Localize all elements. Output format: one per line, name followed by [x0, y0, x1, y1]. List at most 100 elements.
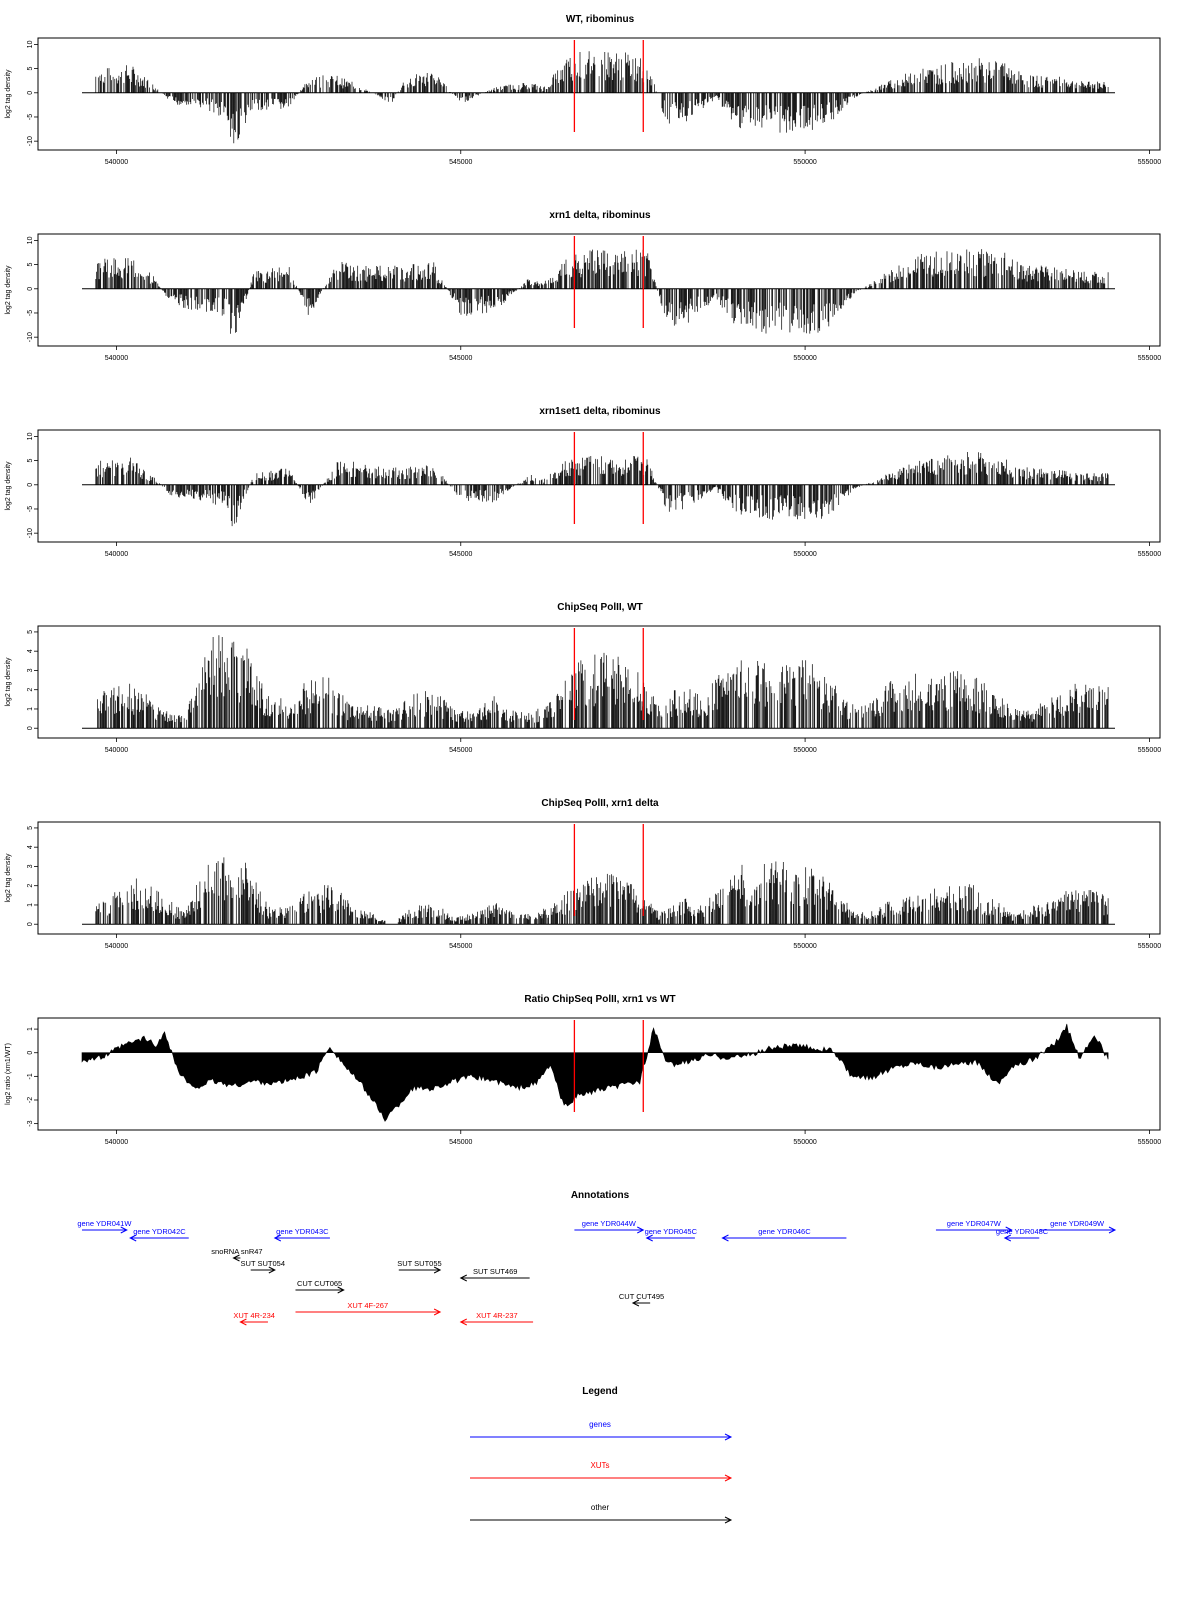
- arrowhead-icon: [724, 1474, 733, 1482]
- y-tick-label: 2: [27, 688, 34, 692]
- panel-chipseq_wt: ChipSeq PolII, WT 0 1 2 3 4 5 log2 tag density 5…: [5, 602, 1161, 754]
- x-tick-label: 545000: [449, 551, 472, 558]
- feature-label: CUT CUT065: [297, 1279, 342, 1288]
- feature-label: gene YDR049W: [1050, 1219, 1105, 1228]
- legend-item-genes: genes: [470, 1420, 733, 1441]
- plot-frame: [37, 233, 1161, 347]
- arrowhead-icon: [459, 1274, 467, 1282]
- panel-title: xrn1 delta, ribominus: [549, 210, 651, 221]
- feature-sut-sut054: SUT SUT054: [241, 1259, 285, 1274]
- y-tick-label: 2: [27, 884, 34, 888]
- feature-cut-cut065: CUT CUT065: [295, 1279, 345, 1294]
- feature-label: gene YDR042C: [133, 1227, 186, 1236]
- ratio-area: [81, 1023, 1109, 1122]
- feature-sut-sut469: SUT SUT469: [459, 1267, 530, 1282]
- y-tick-label: 10: [27, 40, 34, 48]
- y-tick-label: 5: [27, 826, 34, 830]
- y-tick-label: 0: [27, 922, 34, 926]
- y-tick-label: -2: [27, 1097, 34, 1103]
- x-tick-label: 550000: [793, 943, 816, 950]
- y-tick-label: -5: [27, 310, 34, 316]
- y-tick-label: 0: [27, 287, 34, 291]
- y-tick-label: 4: [27, 845, 34, 849]
- x-tick-label: 545000: [449, 159, 472, 166]
- feature-label: gene YDR043C: [276, 1227, 329, 1236]
- panel-title: WT, ribominus: [566, 14, 635, 25]
- arrowhead-icon: [120, 1226, 128, 1234]
- y-tick-label: -5: [27, 114, 34, 120]
- x-tick-label: 540000: [105, 1139, 128, 1146]
- y-tick-label: -10: [27, 332, 34, 342]
- y-tick-label: 1: [27, 707, 34, 711]
- y-tick-label: 1: [27, 1027, 34, 1031]
- feature-label: XUT 4F-267: [347, 1301, 388, 1310]
- feature-gene-ydr048c: gene YDR048C: [996, 1227, 1049, 1242]
- panel-title: ChipSeq PolII, WT: [557, 602, 643, 613]
- feature-label: XUT 4R-234: [233, 1311, 275, 1320]
- feature-label: CUT CUT495: [619, 1292, 664, 1301]
- feature-gene-ydr043c: gene YDR043C: [273, 1227, 330, 1242]
- arrowhead-icon: [239, 1318, 247, 1326]
- y-tick-label: 5: [27, 459, 34, 463]
- x-tick-label: 555000: [1138, 159, 1161, 166]
- feature-xut-4r-237: XUT 4R-237: [459, 1311, 534, 1326]
- y-tick-label: -3: [27, 1120, 34, 1126]
- y-tick-label: 4: [27, 649, 34, 653]
- feature-gene-ydr047w: gene YDR047W: [935, 1219, 1013, 1234]
- y-tick-label: 0: [27, 483, 34, 487]
- annotations-title: Annotations: [571, 1190, 630, 1201]
- feature-label: gene YDR046C: [758, 1227, 811, 1236]
- panel-ratio_chipseq: Ratio ChipSeq PolII, xrn1 vs WT 1 0 -1 -2 -3 l…: [5, 994, 1161, 1146]
- feature-label: gene YDR047W: [947, 1219, 1002, 1228]
- x-tick-label: 550000: [793, 551, 816, 558]
- arrowhead-icon: [1003, 1234, 1012, 1242]
- legend-item-other: other: [470, 1503, 733, 1524]
- arrowhead-icon: [721, 1234, 729, 1242]
- feature-gene-ydr044w: gene YDR044W: [574, 1219, 645, 1234]
- x-tick-label: 540000: [105, 355, 128, 362]
- density-bars: [95, 857, 1109, 925]
- x-tick-label: 545000: [449, 943, 472, 950]
- plot-frame: [37, 625, 1161, 739]
- feature-label: SUT SUT055: [397, 1259, 441, 1268]
- x-tick-label: 550000: [793, 355, 816, 362]
- panel-title: Ratio ChipSeq PolII, xrn1 vs WT: [524, 994, 675, 1005]
- feature-label: snoRNA snR47: [211, 1247, 262, 1256]
- y-tick-label: -10: [27, 528, 34, 538]
- y-tick-label: 0: [27, 1051, 34, 1055]
- feature-gene-ydr049w: gene YDR049W: [1039, 1219, 1117, 1234]
- panel-title: ChipSeq PolII, xrn1 delta: [541, 798, 659, 809]
- y-tick-label: -5: [27, 506, 34, 512]
- arrowhead-icon: [637, 1226, 645, 1234]
- y-axis-label: log2 ratio (xrn1/WT): [5, 1043, 12, 1105]
- arrowhead-icon: [129, 1234, 137, 1242]
- feature-gene-ydr041w: gene YDR041W: [77, 1219, 132, 1234]
- arrowhead-icon: [232, 1254, 240, 1262]
- y-tick-label: 5: [27, 67, 34, 71]
- arrowhead-icon: [631, 1299, 640, 1307]
- legend-label: genes: [589, 1420, 611, 1429]
- arrowhead-icon: [645, 1234, 653, 1242]
- feature-xut-4r-234: XUT 4R-234: [233, 1311, 275, 1326]
- y-tick-label: 0: [27, 91, 34, 95]
- y-tick-label: 1: [27, 903, 34, 907]
- y-axis-label: log2 tag density: [5, 69, 12, 119]
- x-tick-label: 545000: [449, 747, 472, 754]
- panel-chipseq_xrn1: ChipSeq PolII, xrn1 delta 0 1 2 3 4 5 log2 tag …: [5, 798, 1161, 950]
- arrowhead-icon: [268, 1266, 276, 1274]
- legend-item-xuts: XUTs: [470, 1461, 733, 1482]
- arrowhead-icon: [724, 1433, 733, 1441]
- legend-panel: Legend genes XUTs other: [470, 1386, 733, 1524]
- y-tick-label: 10: [27, 236, 34, 244]
- arrowhead-icon: [433, 1308, 442, 1316]
- arrowhead-icon: [1005, 1226, 1013, 1234]
- y-tick-label: -10: [27, 136, 34, 146]
- feature-label: gene YDR048C: [996, 1227, 1049, 1236]
- density-bars: [97, 635, 1109, 729]
- density-bars: [95, 452, 1109, 527]
- x-tick-label: 540000: [105, 551, 128, 558]
- feature-sut-sut055: SUT SUT055: [397, 1259, 442, 1274]
- feature-snorna-snr47: snoRNA snR47: [211, 1247, 263, 1262]
- arrowhead-icon: [337, 1286, 345, 1294]
